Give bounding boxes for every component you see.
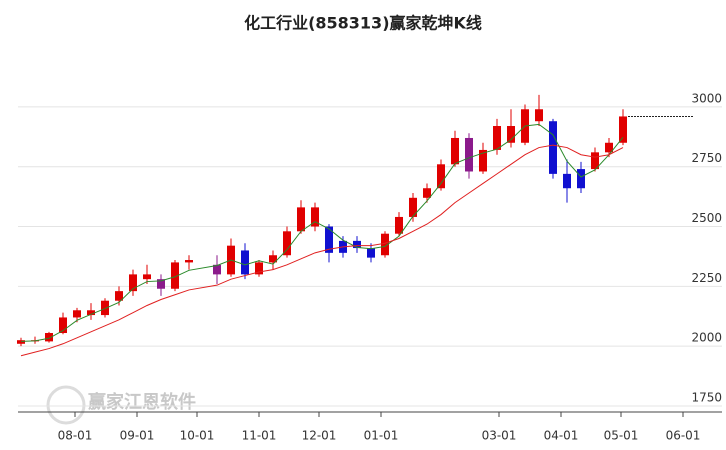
candle-body bbox=[367, 248, 375, 258]
candle-body bbox=[73, 310, 81, 318]
candle-body bbox=[325, 226, 333, 253]
x-tick-label: 01-01 bbox=[364, 429, 399, 443]
candle-body bbox=[465, 137, 473, 172]
x-tick-label: 11-01 bbox=[242, 429, 277, 443]
candle-body bbox=[535, 109, 543, 122]
candle-body bbox=[423, 188, 431, 198]
candle-body bbox=[311, 207, 319, 227]
y-tick-label: 3000 bbox=[691, 91, 722, 105]
candle-body bbox=[353, 240, 361, 249]
candle-body bbox=[493, 126, 501, 150]
candle-body bbox=[115, 291, 123, 301]
y-tick-label: 2250 bbox=[691, 271, 722, 285]
watermark: 赢家江恩软件 bbox=[88, 391, 196, 413]
candle-body bbox=[255, 262, 263, 275]
candle-body bbox=[297, 207, 305, 232]
candle-body bbox=[451, 137, 459, 165]
candle-body bbox=[143, 274, 151, 280]
x-tick-label: 05-01 bbox=[604, 429, 639, 443]
candle-body bbox=[129, 274, 137, 292]
candle-body bbox=[283, 231, 291, 256]
y-tick-label: 2000 bbox=[691, 331, 722, 345]
candle-body bbox=[437, 164, 445, 189]
candle-body bbox=[381, 233, 389, 256]
candle-body bbox=[157, 279, 165, 289]
candle-body bbox=[45, 333, 53, 342]
candle-body bbox=[101, 300, 109, 316]
x-tick-label: 09-01 bbox=[120, 429, 155, 443]
candle-body bbox=[269, 255, 277, 263]
y-tick-label: 1750 bbox=[691, 391, 722, 405]
candle-body bbox=[409, 197, 417, 217]
x-tick-label: 12-01 bbox=[302, 429, 337, 443]
candle-body bbox=[563, 173, 571, 189]
moving-average bbox=[20, 144, 624, 357]
candle-body bbox=[591, 152, 599, 170]
candle-body bbox=[213, 264, 221, 275]
candle-body bbox=[549, 121, 557, 174]
y-tick-label: 2500 bbox=[691, 211, 722, 225]
candle-body bbox=[171, 262, 179, 289]
candle-body bbox=[395, 216, 403, 234]
watermark-logo bbox=[46, 385, 86, 425]
candle-body bbox=[185, 260, 193, 263]
x-tick-label: 04-01 bbox=[544, 429, 579, 443]
x-tick-label: 03-01 bbox=[482, 429, 517, 443]
y-tick-label: 2750 bbox=[691, 151, 722, 165]
candle-body bbox=[87, 310, 95, 316]
candle-body bbox=[479, 149, 487, 172]
x-tick-label: 06-01 bbox=[666, 429, 701, 443]
candle-body bbox=[17, 340, 25, 344]
candle-body bbox=[605, 142, 613, 153]
moving-average bbox=[20, 123, 624, 342]
candle-body bbox=[507, 126, 515, 143]
candle-body bbox=[619, 116, 627, 143]
candle-body bbox=[241, 250, 249, 275]
candle-body bbox=[577, 169, 585, 189]
x-tick-label: 08-01 bbox=[58, 429, 93, 443]
chart-title: 化工行业(858313)赢家乾坤K线 bbox=[244, 14, 482, 33]
candle-body bbox=[59, 317, 67, 334]
x-tick-label: 10-01 bbox=[180, 429, 215, 443]
